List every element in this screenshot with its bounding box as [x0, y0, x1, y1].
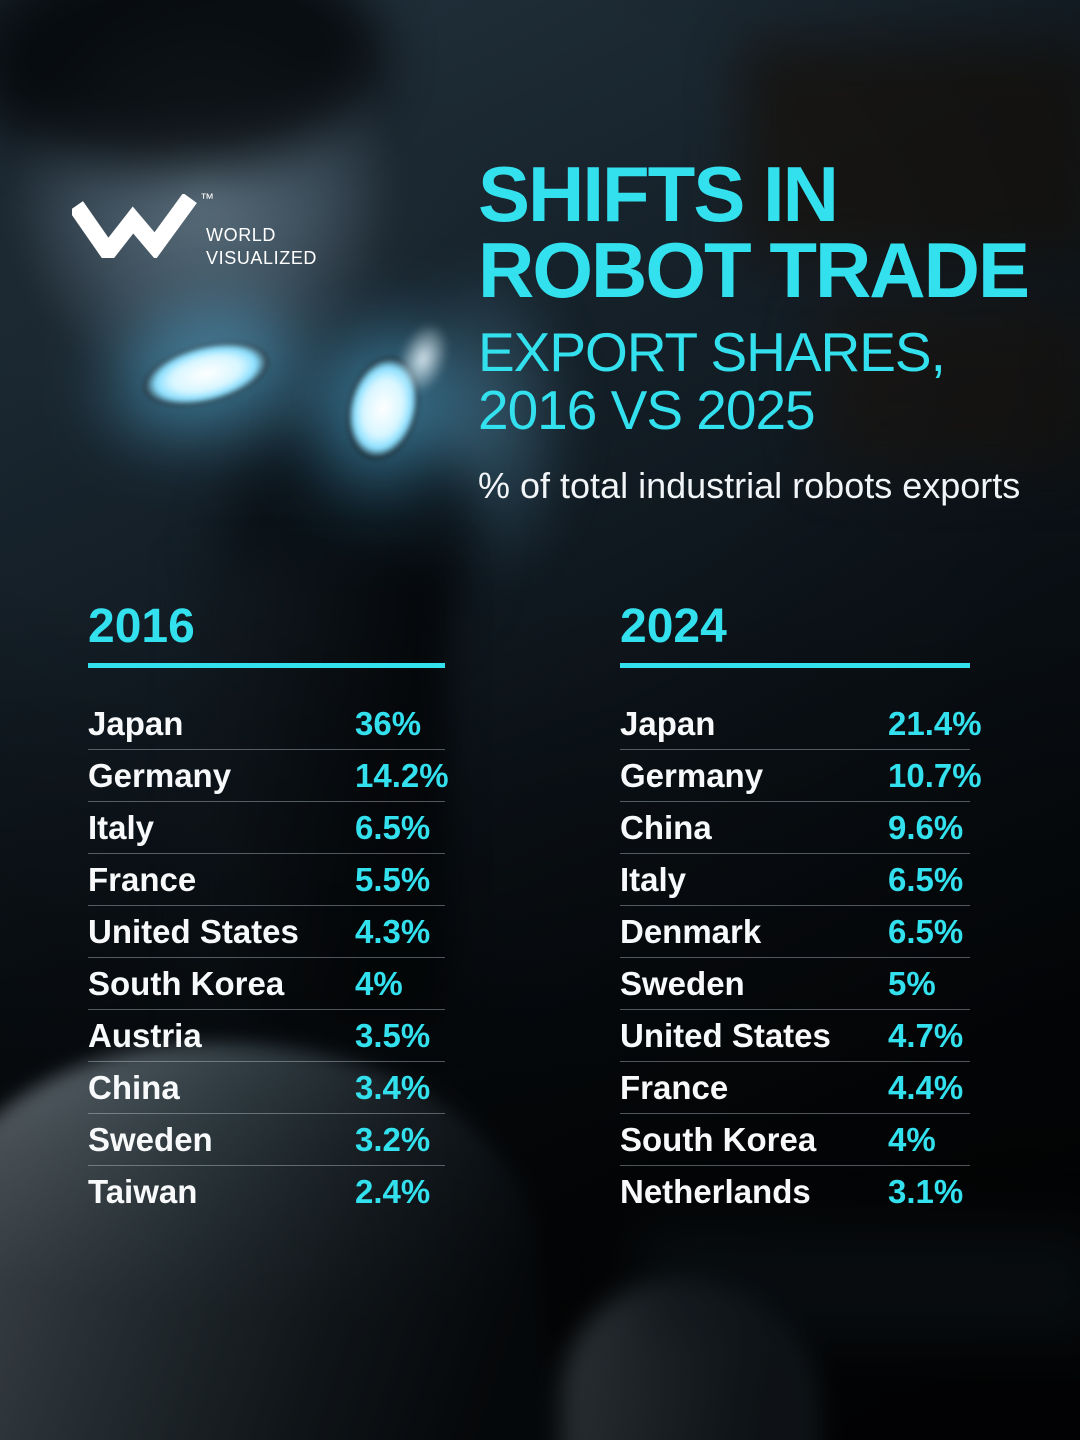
robot-arm: [560, 1280, 820, 1440]
title-line1: SHIFTS IN: [478, 150, 839, 238]
share-value: 4%: [888, 1120, 936, 1158]
country-label: China: [88, 1068, 180, 1106]
country-label: France: [88, 860, 197, 898]
share-value: 10.7%: [888, 756, 982, 794]
year-header-2024: 2024: [620, 600, 727, 653]
share-value: 3.1%: [888, 1172, 964, 1210]
country-label: South Korea: [88, 964, 285, 1002]
table-row: Italy 6.5%: [620, 854, 970, 906]
table-rows-2016: Japan 36% Germany 14.2% Italy 6.5% Franc…: [88, 698, 449, 1217]
trademark-symbol: ™: [200, 190, 214, 206]
country-label: Japan: [620, 704, 716, 742]
country-label: Italy: [620, 860, 687, 898]
brand-lockup: ™ WORLD VISUALIZED: [72, 190, 332, 272]
country-label: Japan: [88, 704, 184, 742]
header-underline: [620, 663, 970, 668]
year-header-2016: 2016: [88, 600, 195, 653]
unit-note: % of total industrial robots exports: [478, 465, 1021, 507]
table-row: China 3.4%: [88, 1062, 445, 1114]
share-value: 21.4%: [888, 704, 982, 742]
background-shelf-band: [640, 1230, 1080, 1340]
page-subtitle: EXPORT SHARES, 2016 VS 2025: [478, 323, 1038, 440]
share-value: 4.7%: [888, 1016, 964, 1054]
brand-name: WORLD VISUALIZED: [206, 224, 317, 269]
country-label: Netherlands: [620, 1172, 811, 1210]
country-label: Germany: [620, 756, 764, 794]
table-row: China 9.6%: [620, 802, 970, 854]
table-2024: 2024 Japan 21.4% Germany 10.7% China 9.6…: [620, 600, 982, 1217]
title-line2: ROBOT TRADE: [478, 226, 1030, 315]
share-value: 14.2%: [355, 756, 449, 794]
share-value: 3.2%: [355, 1120, 431, 1158]
table-row: Japan 36%: [88, 698, 445, 750]
share-value: 5%: [888, 964, 936, 1002]
robot-brow-highlight: [388, 316, 458, 402]
table-row: South Korea 4%: [88, 958, 445, 1010]
share-value: 9.6%: [888, 808, 964, 846]
table-row: South Korea 4%: [620, 1114, 970, 1166]
country-label: Sweden: [88, 1120, 213, 1158]
table-row: Germany 14.2%: [88, 750, 449, 802]
country-label: Denmark: [620, 912, 762, 950]
table-row: Denmark 6.5%: [620, 906, 970, 958]
share-value: 4.3%: [355, 912, 431, 950]
share-value: 2.4%: [355, 1172, 431, 1210]
table-row: Netherlands 3.1%: [620, 1166, 970, 1217]
share-value: 6.5%: [355, 808, 431, 846]
robot-eye-left: [136, 330, 276, 418]
brand-name-line1: WORLD: [206, 225, 276, 245]
country-label: Sweden: [620, 964, 745, 1002]
country-label: China: [620, 808, 712, 846]
table-row: Sweden 3.2%: [88, 1114, 445, 1166]
page-title: SHIFTS IN ROBOT TRADE: [478, 150, 1038, 315]
subtitle-line2: 2016 VS 2025: [478, 379, 816, 442]
country-label: Italy: [88, 808, 155, 846]
share-value: 3.5%: [355, 1016, 431, 1054]
table-row: France 4.4%: [620, 1062, 970, 1114]
header-underline: [88, 663, 445, 668]
share-value: 4.4%: [888, 1068, 964, 1106]
country-label: Austria: [88, 1016, 202, 1054]
country-label: France: [620, 1068, 729, 1106]
share-value: 5.5%: [355, 860, 431, 898]
table-row: Sweden 5%: [620, 958, 970, 1010]
wv-logo-icon: [72, 194, 197, 258]
robot-head-shadow: [0, 0, 380, 170]
robot-head: [0, 0, 553, 683]
table-2016: 2016 Japan 36% Germany 14.2% Italy 6.5% …: [88, 600, 449, 1217]
table-row: Taiwan 2.4%: [88, 1166, 445, 1217]
table-row: Germany 10.7%: [620, 750, 982, 802]
title-block: SHIFTS IN ROBOT TRADE EXPORT SHARES, 201…: [478, 150, 1038, 507]
share-value: 3.4%: [355, 1068, 431, 1106]
table-row: United States 4.3%: [88, 906, 445, 958]
table-row: Japan 21.4%: [620, 698, 982, 750]
table-row: France 5.5%: [88, 854, 445, 906]
table-row: Austria 3.5%: [88, 1010, 445, 1062]
country-label: United States: [620, 1016, 831, 1054]
brand-name-line2: VISUALIZED: [206, 247, 318, 268]
country-label: Germany: [88, 756, 232, 794]
share-value: 6.5%: [888, 912, 964, 950]
table-row: Italy 6.5%: [88, 802, 445, 854]
share-value: 6.5%: [888, 860, 964, 898]
country-label: United States: [88, 912, 299, 950]
country-label: Taiwan: [88, 1172, 198, 1210]
table-rows-2024: Japan 21.4% Germany 10.7% China 9.6% Ita…: [620, 698, 982, 1217]
table-row: United States 4.7%: [620, 1010, 970, 1062]
share-value: 36%: [355, 704, 422, 742]
robot-eye-right: [336, 349, 430, 467]
country-label: South Korea: [620, 1120, 817, 1158]
share-value: 4%: [355, 964, 403, 1002]
subtitle-line1: EXPORT SHARES,: [478, 320, 946, 383]
